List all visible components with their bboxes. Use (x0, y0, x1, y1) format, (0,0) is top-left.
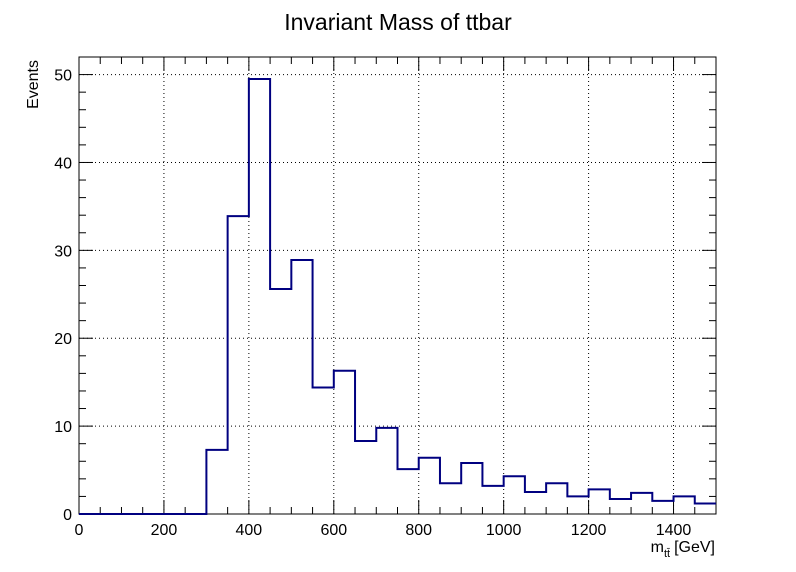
histogram-bin (228, 216, 249, 514)
histogram-bin (291, 260, 312, 514)
histogram-bin (504, 476, 525, 514)
x-axis-label-main: m (651, 539, 664, 556)
histogram-bin (419, 458, 440, 514)
y-axis-label: Events (25, 60, 42, 109)
y-tick-label: 20 (54, 331, 72, 348)
y-tick-labels: 0 10 20 30 40 50 (54, 68, 72, 524)
histogram-bin (631, 493, 652, 514)
chart-title: Invariant Mass of ttbar (284, 9, 512, 35)
x-tick-label: 1400 (656, 522, 692, 539)
histogram-outline (79, 77, 716, 515)
histogram-bin (334, 371, 355, 514)
histogram-bin (440, 483, 461, 514)
histogram-bin (376, 428, 397, 514)
histogram-bin (355, 441, 376, 514)
x-axis-label-unit: [GeV] (674, 539, 715, 556)
histogram-bin (546, 483, 567, 514)
y-tick-label: 10 (54, 419, 72, 436)
x-tick-label: 0 (75, 522, 84, 539)
histogram-bin (567, 496, 588, 514)
histogram-bin (652, 501, 673, 514)
histogram-bin (610, 499, 631, 514)
histogram-bin (589, 489, 610, 514)
histogram-bin (482, 486, 503, 514)
x-tick-label: 1000 (486, 522, 522, 539)
histogram-series (79, 77, 716, 515)
histogram-bin (206, 450, 227, 514)
y-tick-label: 30 (54, 243, 72, 260)
x-tick-label: 400 (236, 522, 263, 539)
y-tick-label: 0 (63, 507, 72, 524)
axis-ticks (78, 56, 717, 515)
histogram-bin (398, 469, 419, 514)
x-tick-labels: 0 200 400 600 800 1000 1200 1400 (75, 522, 692, 539)
y-tick-label: 50 (54, 68, 72, 85)
x-tick-label: 1200 (571, 522, 607, 539)
y-tick-label: 40 (54, 155, 72, 172)
histogram-bin (313, 387, 334, 514)
histogram-bin (674, 496, 695, 514)
x-axis-label: mtt̄ [GeV] (651, 539, 715, 560)
x-tick-label: 200 (151, 522, 178, 539)
x-tick-label: 800 (405, 522, 432, 539)
histogram-bin (525, 492, 546, 514)
histogram-bin (270, 289, 291, 514)
x-axis-label-subscript: tt̄ (664, 548, 670, 560)
x-tick-label: 600 (320, 522, 347, 539)
histogram-bin (461, 463, 482, 514)
histogram-bin (249, 79, 270, 514)
histogram-bin (695, 503, 716, 514)
